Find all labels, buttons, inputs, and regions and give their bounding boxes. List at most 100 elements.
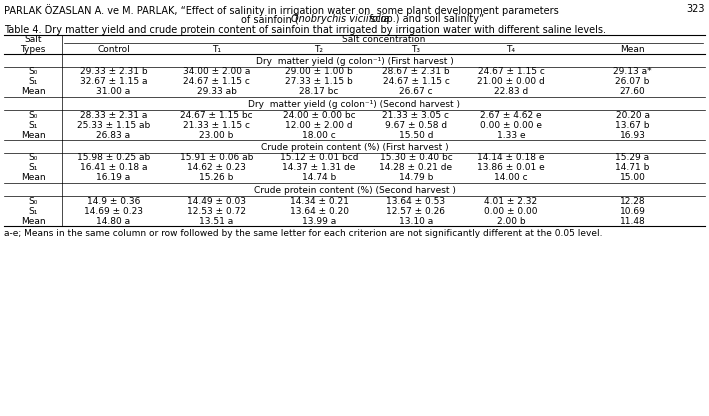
Text: 0.00 ± 0.00 e: 0.00 ± 0.00 e [480,121,542,129]
Text: 14.74 b: 14.74 b [302,173,336,183]
Text: 16.93: 16.93 [620,131,645,139]
Text: 29.33 ab: 29.33 ab [196,87,236,97]
Text: 15.26 b: 15.26 b [199,173,234,183]
Text: 14.28 ± 0.21 de: 14.28 ± 0.21 de [379,163,452,173]
Text: 15.91 ± 0.06 ab: 15.91 ± 0.06 ab [180,154,253,163]
Text: 15.29 a: 15.29 a [615,154,649,163]
Text: Crude protein content (%) (First harvest ): Crude protein content (%) (First harvest… [261,143,448,152]
Text: Dry  matter yield (g colon⁻¹) (Second harvest ): Dry matter yield (g colon⁻¹) (Second har… [248,100,461,109]
Text: 31.00 a: 31.00 a [96,87,130,97]
Text: 323: 323 [686,4,705,14]
Text: 12.00 ± 2.00 d: 12.00 ± 2.00 d [285,121,353,129]
Text: Onobrychis viciifolia: Onobrychis viciifolia [291,14,390,24]
Text: Mean: Mean [21,173,45,183]
Text: 27.60: 27.60 [620,87,645,97]
Text: S₁: S₁ [28,163,38,173]
Text: T₂: T₂ [315,45,323,54]
Text: 24.67 ± 1.15 c: 24.67 ± 1.15 c [383,77,450,87]
Text: 22.83 d: 22.83 d [494,87,528,97]
Text: 28.17 bc: 28.17 bc [299,87,339,97]
Text: 18.00 c: 18.00 c [302,131,336,139]
Text: 23.00 b: 23.00 b [199,131,234,139]
Text: 14.14 ± 0.18 e: 14.14 ± 0.18 e [477,154,545,163]
Text: Table 4. Dry matter yield and crude protein content of sainfoin that irrigated b: Table 4. Dry matter yield and crude prot… [4,25,606,35]
Text: 13.64 ± 0.53: 13.64 ± 0.53 [386,196,445,206]
Text: T₁: T₁ [212,45,221,54]
Text: 24.00 ± 0.00 bc: 24.00 ± 0.00 bc [283,111,355,119]
Text: 25.33 ± 1.15 ab: 25.33 ± 1.15 ab [77,121,150,129]
Text: PARLAK ÖZASLAN A. ve M. PARLAK, “Effect of salinity in irrigation water on  some: PARLAK ÖZASLAN A. ve M. PARLAK, “Effect … [4,4,559,16]
Text: a-e; Means in the same column or row followed by the same letter for each criter: a-e; Means in the same column or row fol… [4,229,603,238]
Text: Mean: Mean [620,45,644,54]
Text: 24.67 ± 1.15 c: 24.67 ± 1.15 c [478,67,545,77]
Text: S₁: S₁ [28,77,38,87]
Text: Control: Control [97,45,130,54]
Text: Mean: Mean [21,216,45,225]
Text: 24.67 ± 1.15 c: 24.67 ± 1.15 c [183,77,250,87]
Text: 14.37 ± 1.31 de: 14.37 ± 1.31 de [282,163,356,173]
Text: 2.67 ± 4.62 e: 2.67 ± 4.62 e [480,111,542,119]
Text: 28.33 ± 2.31 a: 28.33 ± 2.31 a [80,111,147,119]
Text: Mean: Mean [21,87,45,97]
Text: 21.00 ± 0.00 d: 21.00 ± 0.00 d [477,77,545,87]
Text: 13.51 a: 13.51 a [199,216,234,225]
Text: 24.67 ± 1.15 bc: 24.67 ± 1.15 bc [180,111,253,119]
Text: 14.49 ± 0.03: 14.49 ± 0.03 [187,196,246,206]
Text: Types: Types [21,45,45,54]
Text: 29.33 ± 2.31 b: 29.33 ± 2.31 b [79,67,147,77]
Text: T₄: T₄ [506,45,515,54]
Text: 14.71 b: 14.71 b [615,163,649,173]
Text: 15.00: 15.00 [620,173,645,183]
Text: 0.00 ± 0.00: 0.00 ± 0.00 [484,206,537,215]
Text: Mean: Mean [21,131,45,139]
Text: 16.41 ± 0.18 a: 16.41 ± 0.18 a [79,163,147,173]
Text: 29.00 ± 1.00 b: 29.00 ± 1.00 b [285,67,353,77]
Text: 16.19 a: 16.19 a [96,173,130,183]
Text: 15.98 ± 0.25 ab: 15.98 ± 0.25 ab [77,154,150,163]
Text: 21.33 ± 1.15 c: 21.33 ± 1.15 c [183,121,250,129]
Text: 28.67 ± 2.31 b: 28.67 ± 2.31 b [382,67,450,77]
Text: Salt concentration: Salt concentration [342,35,425,44]
Text: S₀: S₀ [28,154,38,163]
Text: 15.30 ± 0.40 bc: 15.30 ± 0.40 bc [379,154,452,163]
Text: 14.34 ± 0.21: 14.34 ± 0.21 [289,196,348,206]
Text: 2.00 b: 2.00 b [497,216,525,225]
Text: 14.62 ± 0.23: 14.62 ± 0.23 [187,163,246,173]
Text: 1.33 e: 1.33 e [497,131,525,139]
Text: 29.13 a*: 29.13 a* [613,67,652,77]
Text: S₁: S₁ [28,206,38,215]
Text: scop.) and soil salinity”: scop.) and soil salinity” [367,14,484,24]
Text: 13.64 ± 0.20: 13.64 ± 0.20 [289,206,349,215]
Text: 11.48: 11.48 [620,216,645,225]
Text: 13.10 a: 13.10 a [399,216,433,225]
Text: 14.00 c: 14.00 c [494,173,527,183]
Text: 15.50 d: 15.50 d [398,131,433,139]
Text: S₁: S₁ [28,121,38,129]
Text: 27.33 ± 1.15 b: 27.33 ± 1.15 b [285,77,353,87]
Text: S₀: S₀ [28,67,38,77]
Text: 14.80 a: 14.80 a [96,216,130,225]
Text: 15.12 ± 0.01 bcd: 15.12 ± 0.01 bcd [280,154,358,163]
Text: 32.67 ± 1.15 a: 32.67 ± 1.15 a [79,77,147,87]
Text: 14.9 ± 0.36: 14.9 ± 0.36 [86,196,140,206]
Text: 12.57 ± 0.26: 12.57 ± 0.26 [386,206,445,215]
Text: S₀: S₀ [28,196,38,206]
Text: 20.20 a: 20.20 a [615,111,649,119]
Text: T₃: T₃ [411,45,420,54]
Text: S₀: S₀ [28,111,38,119]
Text: Crude protein content (%) (Second harvest ): Crude protein content (%) (Second harves… [254,186,455,195]
Text: 10.69: 10.69 [620,206,645,215]
Text: 13.99 a: 13.99 a [302,216,336,225]
Text: 12.53 ± 0.72: 12.53 ± 0.72 [187,206,246,215]
Text: 14.69 ± 0.23: 14.69 ± 0.23 [84,206,143,215]
Text: Dry  matter yield (g colon⁻¹) (First harvest ): Dry matter yield (g colon⁻¹) (First harv… [256,57,453,66]
Text: 9.67 ± 0.58 d: 9.67 ± 0.58 d [385,121,447,129]
Text: Salt: Salt [24,35,42,44]
Text: 26.83 a: 26.83 a [96,131,130,139]
Text: 13.86 ± 0.01 e: 13.86 ± 0.01 e [477,163,545,173]
Text: 14.79 b: 14.79 b [398,173,433,183]
Text: 13.67 b: 13.67 b [615,121,649,129]
Text: 34.00 ± 2.00 a: 34.00 ± 2.00 a [183,67,250,77]
Text: 26.67 c: 26.67 c [399,87,432,97]
Text: 4.01 ± 2.32: 4.01 ± 2.32 [484,196,537,206]
